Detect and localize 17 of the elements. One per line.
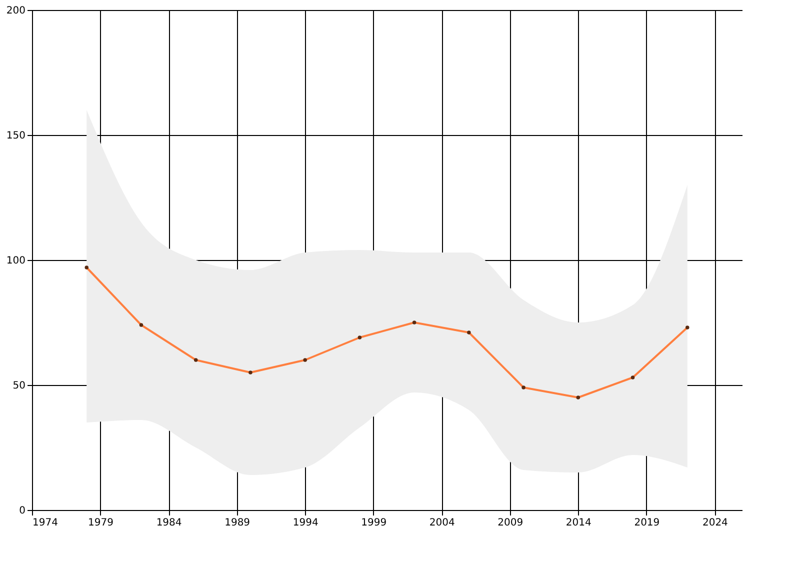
x-tick-label: 1999 <box>361 518 387 528</box>
x-tick-label: 2019 <box>634 518 660 528</box>
x-tick-label: 1984 <box>156 518 182 528</box>
line-series <box>84 266 690 400</box>
x-tick-label: 1989 <box>224 518 250 528</box>
x-tick-label: 2024 <box>702 518 728 528</box>
x-tick-label: 1974 <box>32 518 58 528</box>
y-tick-label: 200 <box>6 6 26 16</box>
x-tick-label: 2009 <box>498 518 524 528</box>
y-tick-label: 100 <box>6 256 26 266</box>
y-tick-label: 50 <box>12 380 26 392</box>
x-tick-label: 1994 <box>292 518 318 528</box>
y-tick-label: 0 <box>19 506 26 516</box>
x-tick-label: 1979 <box>88 518 114 528</box>
y-tick-label: 150 <box>6 130 26 142</box>
x-tick-label: 2004 <box>429 518 455 528</box>
x-tick-label: 2014 <box>566 518 592 528</box>
